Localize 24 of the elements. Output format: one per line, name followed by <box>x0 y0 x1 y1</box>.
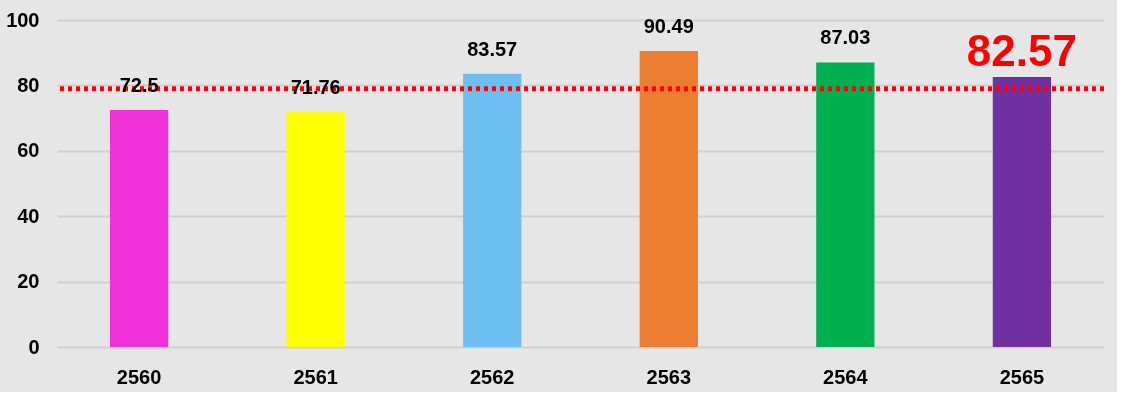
data-label: 71.76 <box>290 76 341 99</box>
data-label: 87.03 <box>820 26 871 49</box>
x-tick-label: 2561 <box>293 365 338 388</box>
y-tick-label: 20 <box>17 270 40 293</box>
bar <box>463 73 522 347</box>
x-tick-label: 2563 <box>646 365 692 388</box>
data-label: 72.5 <box>119 73 159 96</box>
x-tick-label: 2564 <box>823 365 869 388</box>
bar <box>816 62 875 347</box>
x-tick-label: 2560 <box>116 365 162 388</box>
y-tick-label: 40 <box>17 204 40 227</box>
x-tick-label: 2562 <box>469 365 515 388</box>
x-tick-label: 2565 <box>999 365 1045 388</box>
y-tick-label: 60 <box>17 139 40 162</box>
data-label: 83.57 <box>467 37 518 60</box>
data-label: 90.49 <box>643 15 694 38</box>
bar <box>992 77 1052 347</box>
data-label: 82.57 <box>966 26 1077 75</box>
bar <box>109 109 169 347</box>
bar <box>639 51 698 347</box>
y-tick-label: 0 <box>28 335 40 358</box>
y-tick-label: 100 <box>6 8 40 31</box>
bar <box>286 112 345 347</box>
y-tick-label: 80 <box>17 73 40 96</box>
